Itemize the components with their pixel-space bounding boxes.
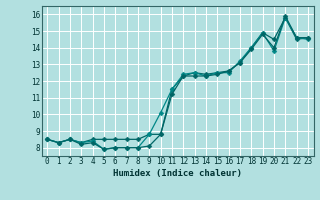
X-axis label: Humidex (Indice chaleur): Humidex (Indice chaleur) bbox=[113, 169, 242, 178]
